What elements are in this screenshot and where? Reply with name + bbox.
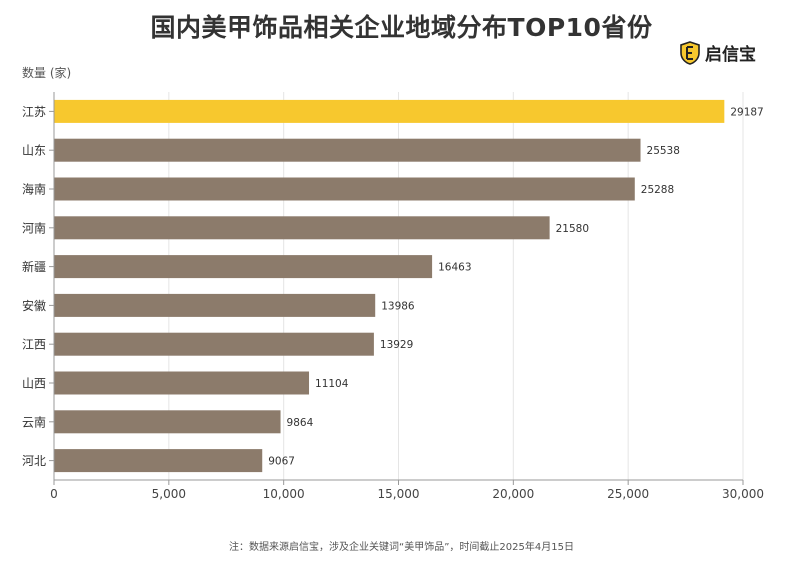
data-label: 21580 <box>556 223 589 235</box>
category-label: 云南 <box>22 414 46 429</box>
bar <box>54 99 725 123</box>
x-tick-label: 15,000 <box>378 487 420 501</box>
bar <box>54 410 281 434</box>
x-tick-label: 30,000 <box>722 487 764 501</box>
data-label: 25538 <box>647 145 680 157</box>
chart-title: 国内美甲饰品相关企业地域分布TOP10省份 <box>150 13 653 42</box>
data-label: 29187 <box>730 106 763 118</box>
bar <box>54 216 550 240</box>
data-label: 25288 <box>641 184 674 196</box>
category-label: 安徽 <box>22 298 46 313</box>
category-label: 河北 <box>22 454 46 468</box>
data-label: 11104 <box>315 378 349 390</box>
y-axis-label: 数量 (家) <box>22 66 72 80</box>
category-label: 江苏 <box>22 105 46 119</box>
x-tick-label: 25,000 <box>607 487 649 501</box>
data-label: 9864 <box>287 417 314 429</box>
bar <box>54 255 433 279</box>
category-label: 山西 <box>22 377 46 391</box>
category-label: 海南 <box>22 182 46 197</box>
x-tick-label: 10,000 <box>263 487 305 501</box>
category-label: 江西 <box>22 338 46 352</box>
bar <box>54 449 263 473</box>
brand-logo: 启信宝 <box>679 40 756 65</box>
category-label: 新疆 <box>22 259 46 274</box>
bar <box>54 332 374 356</box>
bar <box>54 138 641 162</box>
footnote: 注：数据来源启信宝，涉及企业关键词“美甲饰品”，时间截止2025年4月15日 <box>229 542 574 553</box>
data-label: 16463 <box>438 262 471 274</box>
brand-name: 启信宝 <box>705 45 756 65</box>
x-tick-label: 5,000 <box>152 487 186 501</box>
data-label: 13986 <box>381 300 415 312</box>
category-label: 山东 <box>22 144 46 158</box>
category-label: 河南 <box>22 220 46 235</box>
x-tick-label: 20,000 <box>492 487 534 501</box>
data-label: 9067 <box>268 456 295 468</box>
bar <box>54 371 310 395</box>
bar <box>54 293 376 317</box>
shield-icon <box>680 40 700 65</box>
x-tick-label: 0 <box>50 487 58 501</box>
data-label: 13929 <box>380 339 413 351</box>
bar <box>54 177 635 201</box>
